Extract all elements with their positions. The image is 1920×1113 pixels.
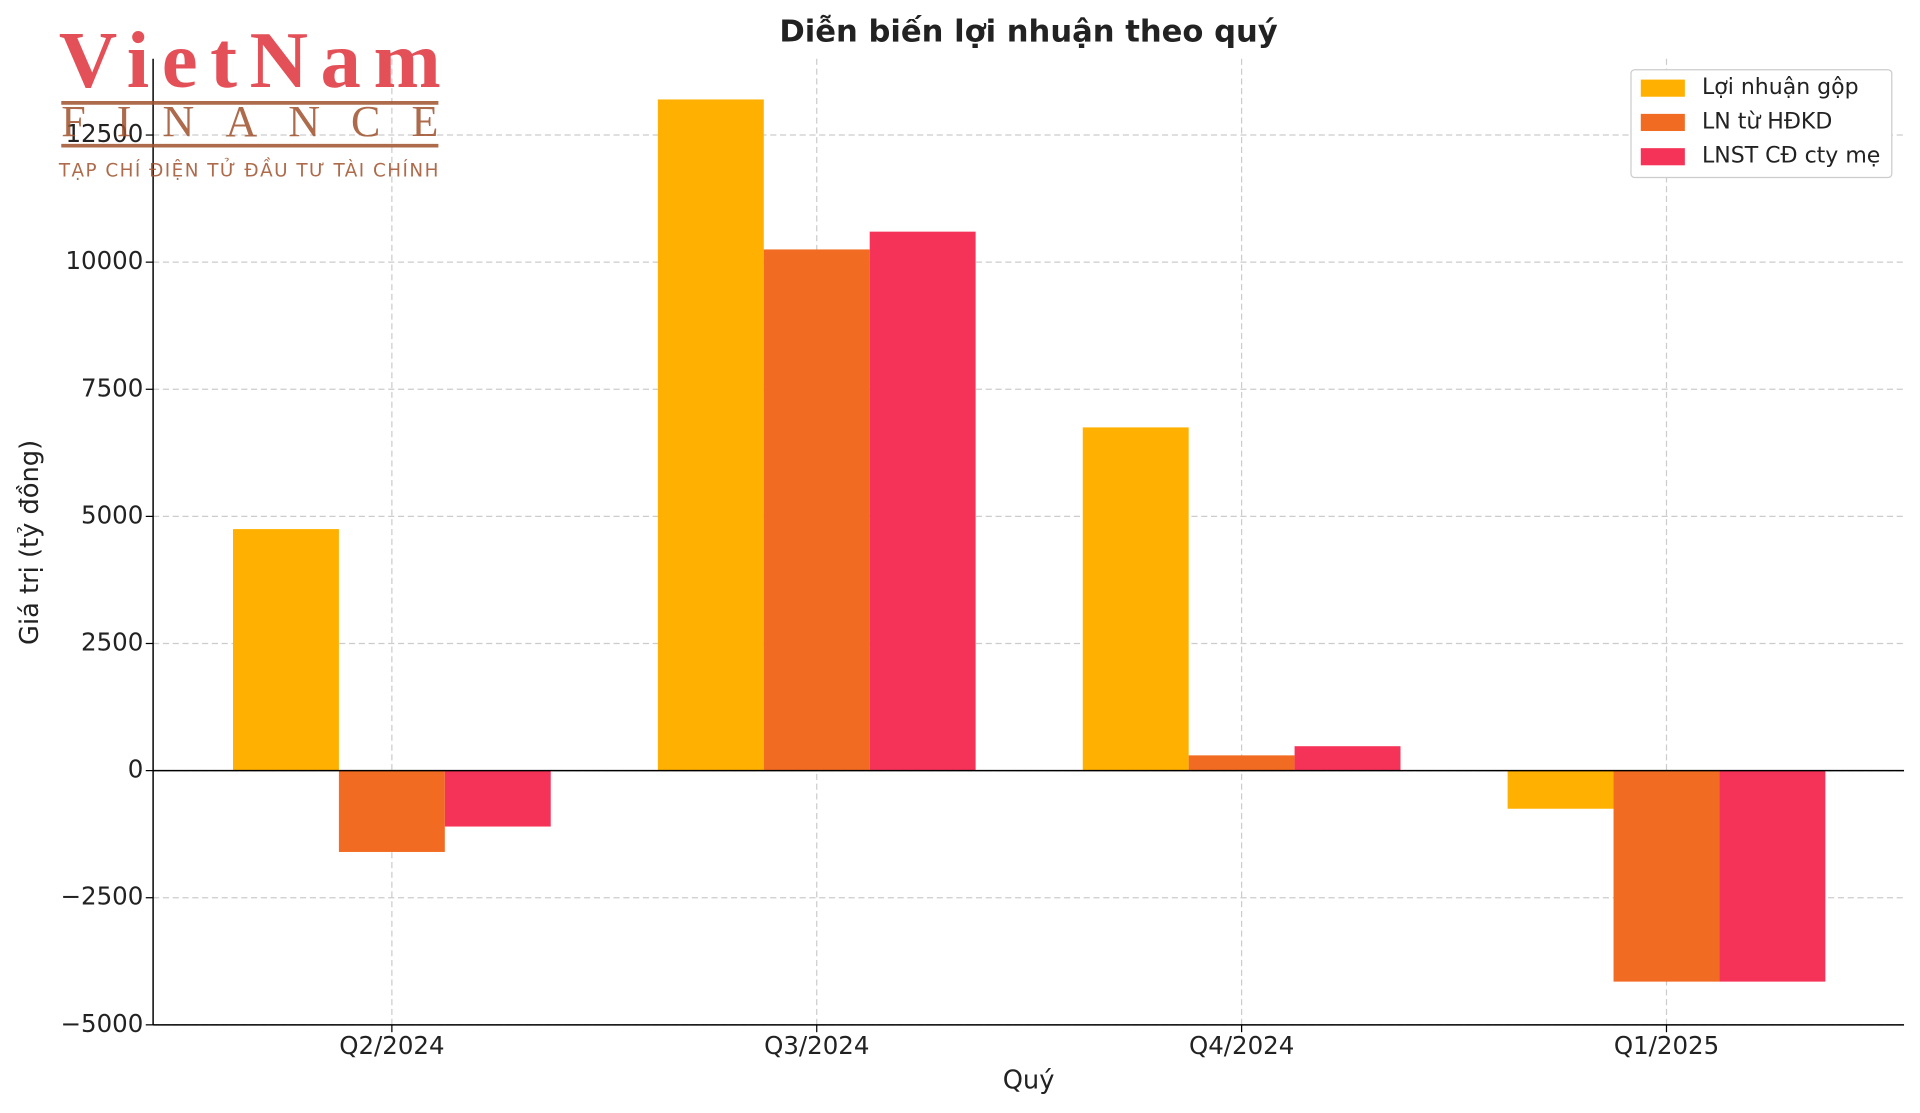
x-tick-label: Q3/2024 (764, 1031, 869, 1060)
y-tick-label: 7500 (81, 373, 143, 402)
bar (1507, 770, 1614, 809)
y-tick-label: 0 (128, 755, 144, 784)
bar (232, 529, 339, 771)
y-axis-label: Giá trị (tỷ đồng) (15, 440, 45, 645)
legend-swatch (1640, 79, 1685, 97)
bar (1294, 746, 1401, 771)
bar (1613, 770, 1720, 982)
bar (1188, 755, 1295, 771)
legend-label: LN từ HĐKD (1702, 109, 1832, 134)
x-axis-label: Quý (1003, 1066, 1055, 1096)
legend-label: LNST CĐ cty mẹ (1702, 144, 1880, 169)
plot-area: −5000 −2500 0 2500 5000 7500 10000 12500 Q2/2024… (61, 58, 1905, 1060)
logo-sub: FINANCE (61, 97, 438, 146)
x-tick-label: Q2/2024 (339, 1031, 444, 1060)
bar (1719, 770, 1826, 982)
bar (657, 99, 764, 771)
bar (869, 231, 976, 771)
y-tick-label: 12500 (65, 119, 143, 148)
bar (1082, 427, 1189, 771)
y-tick-label: 10000 (65, 246, 143, 275)
legend-label: Lợi nhuận gộp (1702, 75, 1859, 100)
bar (444, 770, 551, 827)
x-tick-label: Q1/2025 (1614, 1031, 1719, 1060)
legend-swatch (1640, 113, 1685, 132)
chart-title: Diễn biến lợi nhuận theo quý (779, 14, 1277, 50)
y-tick-label: −5000 (61, 1009, 144, 1038)
legend-swatch (1640, 148, 1685, 166)
bar (763, 249, 870, 771)
bar (338, 770, 445, 852)
y-tick-label: −2500 (61, 882, 144, 911)
y-tick-label: 5000 (81, 500, 143, 529)
y-tick-label: 2500 (81, 627, 143, 656)
legend: Lợi nhuận gộp LN từ HĐKD LNST CĐ cty mẹ (1630, 69, 1893, 179)
logo-tagline: TẠP CHÍ ĐIỆN TỬ ĐẦU TƯ TÀI CHÍNH (58, 157, 439, 181)
legend-box (1630, 69, 1893, 179)
x-tick-label: Q4/2024 (1189, 1031, 1294, 1060)
